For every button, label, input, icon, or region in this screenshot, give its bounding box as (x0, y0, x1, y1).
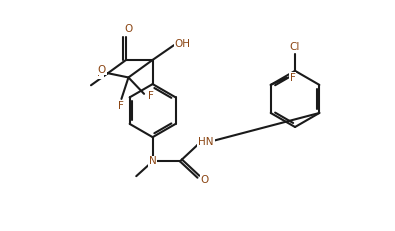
Text: O: O (98, 65, 106, 75)
Text: O: O (200, 175, 209, 185)
Text: Cl: Cl (290, 43, 300, 52)
Text: N: N (149, 156, 156, 166)
Text: HN: HN (198, 137, 214, 147)
Text: F: F (290, 73, 295, 83)
Text: F: F (148, 91, 154, 101)
Text: F: F (98, 68, 103, 78)
Text: O: O (124, 24, 133, 34)
Text: F: F (118, 101, 124, 111)
Text: OH: OH (175, 39, 191, 49)
